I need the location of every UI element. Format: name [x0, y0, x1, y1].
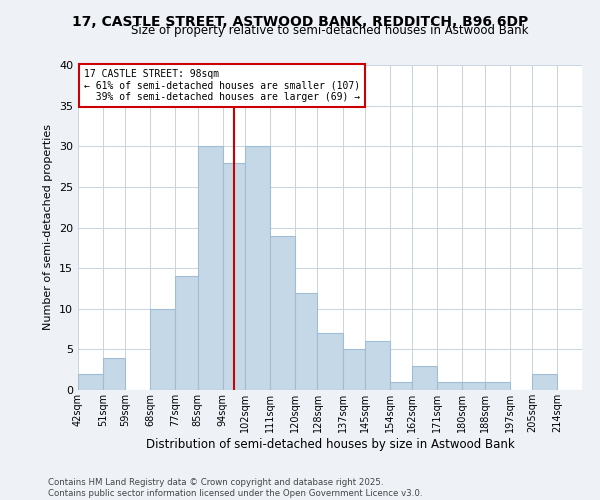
Y-axis label: Number of semi-detached properties: Number of semi-detached properties: [43, 124, 53, 330]
Bar: [295, 292, 317, 390]
Bar: [175, 276, 198, 390]
Bar: [343, 350, 365, 390]
Bar: [412, 366, 437, 390]
Title: Size of property relative to semi-detached houses in Astwood Bank: Size of property relative to semi-detach…: [131, 24, 529, 38]
Bar: [437, 382, 462, 390]
Text: 17, CASTLE STREET, ASTWOOD BANK, REDDITCH, B96 6DP: 17, CASTLE STREET, ASTWOOD BANK, REDDITC…: [72, 15, 528, 29]
Bar: [390, 382, 412, 390]
Bar: [485, 382, 509, 390]
Text: Contains HM Land Registry data © Crown copyright and database right 2025.
Contai: Contains HM Land Registry data © Crown c…: [48, 478, 422, 498]
Bar: [270, 236, 295, 390]
Bar: [151, 308, 175, 390]
Bar: [365, 341, 390, 390]
Bar: [245, 146, 270, 390]
X-axis label: Distribution of semi-detached houses by size in Astwood Bank: Distribution of semi-detached houses by …: [146, 438, 514, 450]
Bar: [78, 374, 103, 390]
Bar: [532, 374, 557, 390]
Bar: [103, 358, 125, 390]
Bar: [317, 333, 343, 390]
Text: 17 CASTLE STREET: 98sqm
← 61% of semi-detached houses are smaller (107)
  39% of: 17 CASTLE STREET: 98sqm ← 61% of semi-de…: [83, 69, 359, 102]
Bar: [198, 146, 223, 390]
Bar: [462, 382, 485, 390]
Bar: [223, 162, 245, 390]
